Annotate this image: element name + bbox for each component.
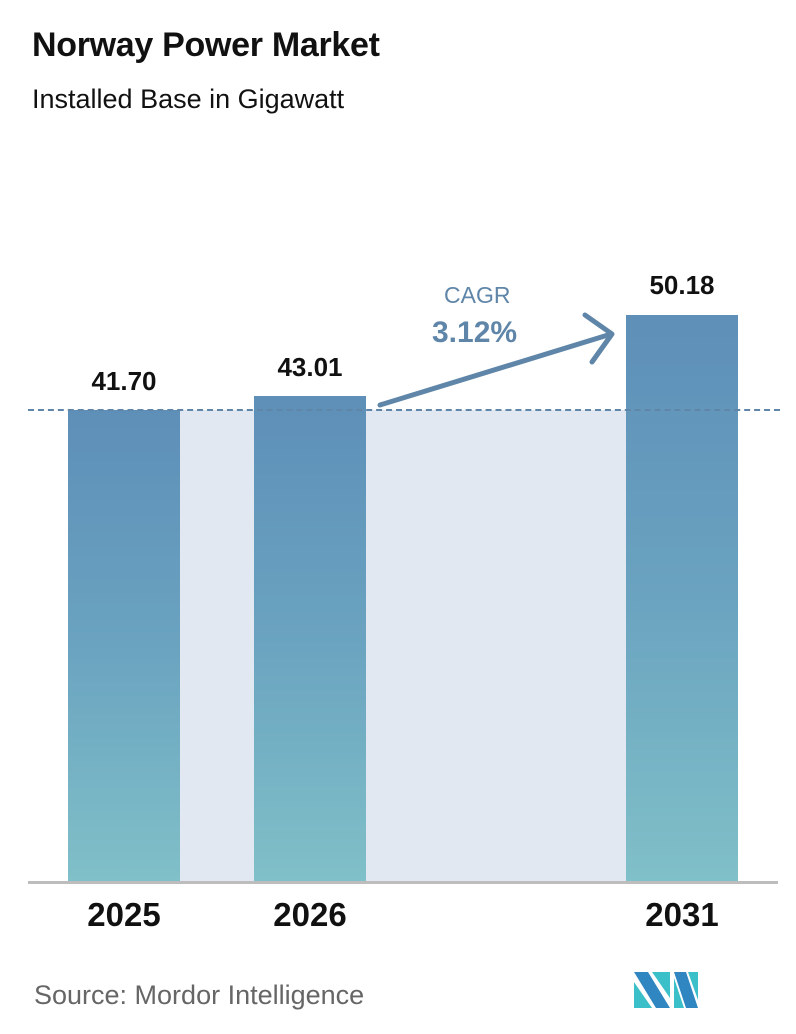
source-text: Source: Mordor Intelligence (34, 980, 365, 1010)
cagr-label: CAGR (444, 282, 511, 308)
x-label-2026: 2026 (273, 896, 347, 933)
value-label-2031: 50.18 (649, 270, 715, 300)
value-label-2025: 41.70 (91, 366, 157, 396)
baseline-dashed-line (28, 409, 780, 411)
background-band (180, 410, 254, 881)
chart-subtitle: Installed Base in Gigawatt (32, 84, 345, 114)
value-label-2026: 43.01 (277, 352, 343, 382)
cagr-value: 3.12% (432, 316, 518, 349)
x-label-2025: 2025 (87, 896, 161, 933)
bar-2025 (68, 410, 180, 881)
chart-title: Norway Power Market (32, 26, 380, 64)
bar-2031 (626, 315, 738, 881)
x-axis (28, 881, 778, 884)
x-label-2031: 2031 (645, 896, 719, 933)
bar-2026 (254, 396, 366, 881)
cagr-arrow-icon (377, 312, 615, 408)
background-band (366, 410, 626, 881)
mordor-intelligence-logo-icon (634, 972, 698, 1008)
